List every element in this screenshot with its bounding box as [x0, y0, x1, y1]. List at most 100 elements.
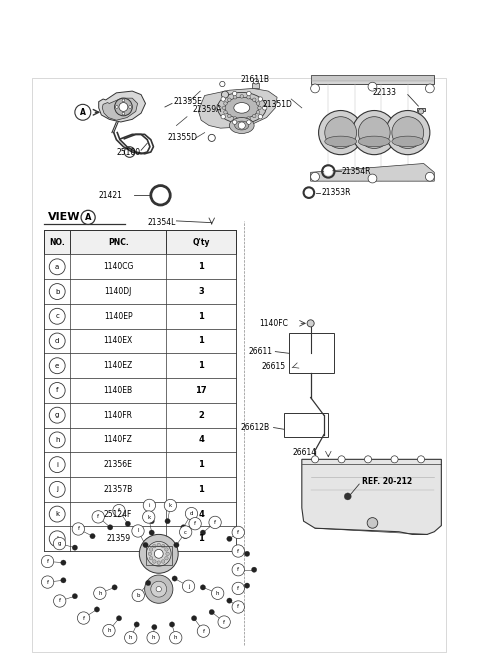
Text: 1: 1: [198, 534, 204, 543]
Circle shape: [49, 284, 65, 299]
Circle shape: [311, 84, 320, 93]
Circle shape: [169, 631, 182, 644]
Circle shape: [122, 112, 125, 115]
Text: 1140EB: 1140EB: [104, 386, 132, 395]
Circle shape: [418, 456, 425, 463]
Circle shape: [49, 407, 65, 423]
Text: f: f: [214, 520, 216, 525]
Text: 21355E: 21355E: [174, 97, 203, 106]
Circle shape: [132, 525, 144, 537]
Circle shape: [157, 543, 160, 547]
Text: f: f: [59, 599, 60, 603]
Circle shape: [258, 115, 263, 119]
Text: 1: 1: [198, 361, 204, 370]
Polygon shape: [311, 164, 434, 181]
Circle shape: [319, 111, 363, 155]
Text: 21421: 21421: [99, 191, 122, 200]
Text: 21354L: 21354L: [147, 218, 176, 227]
Text: h: h: [98, 591, 102, 596]
Circle shape: [233, 96, 237, 99]
Circle shape: [169, 622, 175, 627]
Circle shape: [115, 98, 132, 116]
Circle shape: [306, 189, 312, 196]
Text: f: f: [83, 616, 84, 620]
Circle shape: [227, 598, 232, 603]
Text: b: b: [55, 289, 60, 295]
Circle shape: [144, 575, 173, 603]
Bar: [44, 254, 237, 279]
Bar: [44, 502, 237, 527]
Text: f: f: [77, 527, 79, 531]
Circle shape: [228, 114, 231, 118]
Circle shape: [364, 456, 372, 463]
Circle shape: [75, 104, 91, 121]
Circle shape: [368, 174, 377, 183]
Text: 1140FR: 1140FR: [104, 411, 132, 420]
Circle shape: [256, 111, 260, 114]
Text: b: b: [136, 593, 140, 598]
Text: 21353R: 21353R: [321, 188, 351, 197]
Circle shape: [233, 117, 237, 121]
Text: 25124F: 25124F: [104, 510, 132, 519]
Circle shape: [112, 585, 117, 590]
Circle shape: [212, 587, 224, 599]
Circle shape: [182, 580, 195, 593]
Circle shape: [252, 567, 257, 572]
Ellipse shape: [217, 92, 266, 123]
Circle shape: [165, 557, 168, 560]
Text: g: g: [58, 541, 61, 546]
Circle shape: [232, 120, 237, 124]
Circle shape: [49, 432, 65, 448]
Circle shape: [253, 79, 259, 84]
Text: 21355D: 21355D: [168, 134, 198, 142]
Text: f: f: [56, 388, 59, 394]
Text: f: f: [223, 620, 225, 624]
Text: f: f: [237, 530, 239, 535]
Circle shape: [232, 601, 244, 613]
Circle shape: [232, 582, 244, 595]
Text: f: f: [194, 521, 196, 526]
Text: f: f: [237, 605, 239, 610]
Text: 4: 4: [198, 436, 204, 444]
Ellipse shape: [235, 121, 249, 130]
Circle shape: [72, 593, 77, 599]
Text: h: h: [216, 591, 219, 596]
Circle shape: [419, 109, 424, 114]
Circle shape: [247, 120, 251, 124]
Text: c: c: [55, 313, 59, 319]
Circle shape: [113, 504, 125, 517]
Circle shape: [41, 555, 54, 568]
Circle shape: [49, 309, 65, 324]
Circle shape: [209, 609, 215, 615]
Circle shape: [247, 117, 250, 121]
Circle shape: [49, 333, 65, 349]
Circle shape: [149, 530, 155, 535]
Text: 1: 1: [198, 262, 204, 271]
Circle shape: [232, 526, 244, 538]
Circle shape: [49, 383, 65, 398]
Circle shape: [218, 616, 230, 628]
Text: 26612B: 26612B: [240, 423, 269, 432]
Circle shape: [197, 625, 210, 637]
Circle shape: [247, 92, 251, 96]
Text: 1: 1: [198, 485, 204, 494]
Circle shape: [77, 612, 90, 624]
Polygon shape: [302, 459, 441, 534]
Circle shape: [425, 84, 434, 93]
Text: Q'ty: Q'ty: [192, 238, 210, 246]
Text: 4: 4: [198, 510, 204, 519]
Circle shape: [221, 91, 228, 98]
Text: 26615: 26615: [261, 362, 285, 371]
Circle shape: [72, 545, 77, 550]
Ellipse shape: [325, 136, 357, 147]
Circle shape: [94, 607, 99, 612]
Bar: [44, 353, 237, 378]
Circle shape: [149, 519, 155, 524]
Circle shape: [122, 99, 125, 102]
Circle shape: [153, 560, 156, 563]
Text: j: j: [188, 584, 189, 589]
Circle shape: [155, 550, 163, 558]
Circle shape: [129, 105, 132, 108]
Circle shape: [49, 259, 65, 274]
Circle shape: [157, 561, 160, 565]
